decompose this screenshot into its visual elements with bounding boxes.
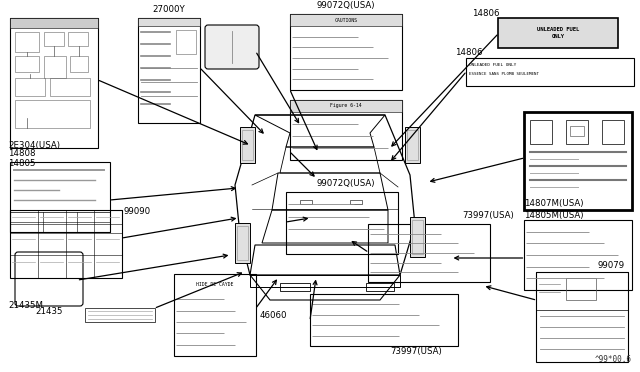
Bar [290, 14, 402, 90]
Text: 27000Y: 27000Y [152, 5, 186, 14]
Text: 21435: 21435 [35, 307, 63, 316]
Bar [50, 78, 90, 96]
Bar [235, 223, 250, 263]
Bar [524, 220, 632, 290]
Text: 14808: 14808 [8, 149, 35, 158]
Bar [570, 126, 584, 136]
Text: 14807M(USA): 14807M(USA) [524, 199, 584, 208]
Bar [498, 18, 618, 48]
Bar [524, 112, 632, 210]
Bar [15, 100, 90, 128]
Text: 46060: 46060 [260, 311, 287, 320]
Bar [350, 200, 362, 204]
Bar [405, 127, 420, 163]
Bar [242, 130, 253, 160]
Bar [10, 212, 110, 232]
Text: ^99*00.6: ^99*00.6 [595, 355, 632, 364]
Bar [530, 120, 552, 144]
Bar [237, 226, 248, 260]
Bar [407, 130, 418, 160]
Bar [44, 32, 64, 46]
Bar [536, 272, 628, 362]
Text: 14805M(USA): 14805M(USA) [524, 211, 584, 220]
Bar [290, 14, 402, 26]
Bar [286, 192, 398, 254]
Bar [10, 210, 122, 278]
Text: UNLEADED FUEL ONLY: UNLEADED FUEL ONLY [469, 63, 516, 67]
Text: Figure 6-14: Figure 6-14 [330, 103, 362, 109]
FancyBboxPatch shape [205, 25, 259, 69]
Bar [566, 278, 596, 300]
Text: 2E304(USA): 2E304(USA) [8, 141, 60, 150]
Text: CAUTIONS: CAUTIONS [335, 17, 358, 22]
Text: ESSENCE SANS PLOMB SEULEMENT: ESSENCE SANS PLOMB SEULEMENT [469, 72, 539, 76]
Bar [240, 127, 255, 163]
Bar [15, 32, 39, 52]
Text: HIDE DE CAYDE: HIDE DE CAYDE [196, 282, 234, 287]
Text: 14806: 14806 [472, 9, 499, 18]
Text: 99090: 99090 [124, 207, 151, 216]
Bar [138, 18, 200, 123]
Text: 14806: 14806 [455, 48, 483, 57]
Bar [368, 224, 490, 282]
Bar [10, 162, 110, 232]
Bar [44, 56, 66, 78]
Bar [10, 18, 98, 148]
Bar [300, 200, 312, 204]
Bar [174, 274, 256, 356]
Bar [10, 210, 122, 224]
Bar [15, 56, 39, 72]
Text: 73997(USA): 73997(USA) [390, 347, 442, 356]
Bar [466, 58, 634, 86]
Text: 73997(USA): 73997(USA) [462, 211, 514, 220]
Bar [566, 120, 588, 144]
Text: 99079: 99079 [598, 261, 625, 270]
Bar [70, 56, 88, 72]
Bar [138, 18, 200, 26]
Text: 99072Q(USA): 99072Q(USA) [317, 1, 375, 10]
Text: UNLEADED FUEL
ONLY: UNLEADED FUEL ONLY [537, 28, 579, 39]
Bar [410, 217, 425, 257]
Bar [366, 283, 394, 291]
Text: 99072Q(USA): 99072Q(USA) [317, 179, 375, 188]
Bar [68, 32, 88, 46]
Bar [250, 275, 400, 287]
Text: 21435M: 21435M [8, 301, 43, 310]
Bar [15, 78, 45, 96]
Bar [290, 100, 402, 112]
Bar [280, 283, 310, 291]
Bar [310, 294, 458, 346]
Bar [536, 272, 628, 310]
Bar [10, 18, 98, 28]
Bar [85, 308, 155, 322]
Bar [176, 30, 196, 54]
Text: 14805: 14805 [8, 159, 35, 168]
Bar [290, 100, 402, 160]
Bar [412, 220, 423, 254]
Bar [602, 120, 624, 144]
